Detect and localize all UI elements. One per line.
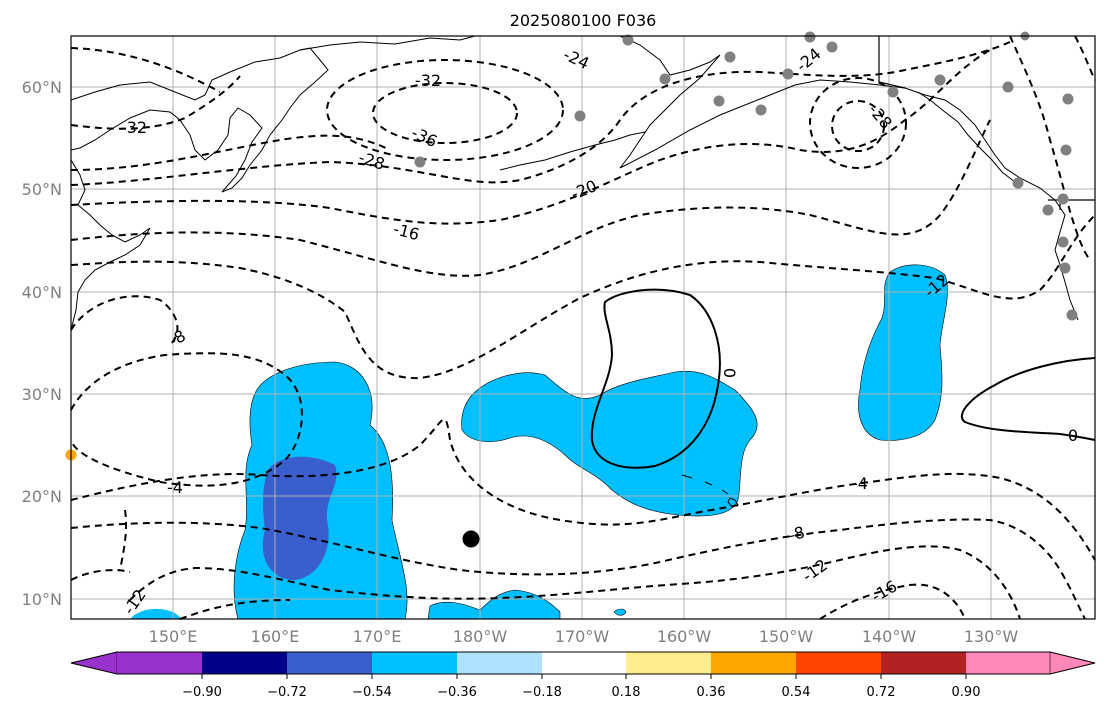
- lon-label: 180°W: [453, 627, 508, 646]
- map-title: 2025080100 F036: [510, 11, 657, 30]
- map-panel: -32 -36 -32 -24 -24 -28 -28 -20 -16 -12 …: [65, 31, 1096, 620]
- lon-label: 160°W: [657, 627, 712, 646]
- colorbar-swatch: [881, 652, 966, 674]
- colorbar: −0.90 −0.72 −0.54 −0.36 −0.18 0.18 0.36 …: [70, 651, 1096, 700]
- anomaly-region-west-core: [262, 456, 337, 580]
- map-frame: [70, 35, 1096, 620]
- zero-contour-east: [960, 357, 1096, 441]
- anomaly-region-central: [461, 370, 758, 517]
- coastline-bc-inner: [917, 91, 1016, 183]
- lon-label: 160°E: [251, 627, 300, 646]
- colorbar-swatch: [202, 652, 287, 674]
- colorbar-tick-label: 0.36: [697, 685, 726, 700]
- coastline-islands-hawaii: [681, 474, 739, 508]
- gridlines: [71, 36, 1095, 619]
- colorbar-outline: [70, 651, 1096, 675]
- colorbar-swatch: [626, 652, 711, 674]
- coastline-aleutians: [499, 131, 646, 171]
- colorbar-swatch: [117, 652, 202, 674]
- colorbar-tick-label: −0.18: [522, 685, 562, 700]
- colorbar-tick-label: −0.36: [437, 685, 477, 700]
- lat-label: 40°N: [22, 283, 62, 302]
- zero-contours: [590, 288, 1096, 469]
- colorbar-swatch: [287, 652, 372, 674]
- colorbar-tick-label: −0.54: [352, 685, 392, 700]
- colorbar-tick-label: −0.72: [267, 685, 307, 700]
- coastline-alaska: [619, 35, 1079, 321]
- black-marker: [462, 530, 480, 548]
- contour-label: -32: [121, 118, 147, 137]
- contour-label: -4: [852, 474, 868, 493]
- colorbar-swatch: [966, 652, 1050, 674]
- station-dots: [414, 31, 1078, 321]
- lat-label: 30°N: [22, 385, 62, 404]
- colorbar-tick-label: 0.72: [867, 685, 896, 700]
- lat-label: 50°N: [22, 180, 62, 199]
- lat-label: 10°N: [22, 590, 62, 609]
- colorbar-tick-label: −0.90: [182, 685, 222, 700]
- lon-label: 170°W: [555, 627, 610, 646]
- contour-label: -32: [415, 71, 441, 90]
- colorbar-swatch: [1049, 651, 1096, 675]
- lat-label: 60°N: [22, 78, 62, 97]
- zero-contour-central: [590, 288, 721, 469]
- contour-label: 0: [720, 368, 739, 378]
- coastline-chukotka: [299, 35, 476, 51]
- colorbar-swatch: [70, 651, 118, 675]
- negative-contours: [70, 35, 1096, 620]
- colorbar-swatch: [796, 652, 881, 674]
- colorbar-swatch: [711, 652, 796, 674]
- coastlines: [70, 35, 1079, 508]
- colorbar-swatch: [372, 652, 457, 674]
- contour-label: -4: [167, 478, 183, 497]
- coastline-kurils-japan: [70, 159, 151, 331]
- longitude-labels: 150°E 160°E 170°E 180°W 170°W 160°W 150°…: [149, 627, 1019, 646]
- anomaly-region-sw-corner: [130, 608, 182, 619]
- lat-label: 20°N: [22, 487, 62, 506]
- contour-label: -8: [786, 522, 806, 544]
- colorbar-swatch: [457, 652, 542, 674]
- lon-label: 150°W: [759, 627, 814, 646]
- lon-label: 150°E: [149, 627, 198, 646]
- latitude-labels: 60°N 50°N 40°N 30°N 20°N 10°N: [22, 78, 62, 609]
- colorbar-tick-label: 0.90: [952, 685, 981, 700]
- anomaly-region-small-patch: [613, 608, 627, 616]
- coastline-kamchatka: [70, 47, 329, 193]
- colorbar-tick-label: 0.18: [612, 685, 641, 700]
- anomaly-region-east: [858, 264, 948, 441]
- colorbar-swatch: [542, 652, 626, 674]
- colorbar-tick-label: 0.54: [782, 685, 811, 700]
- lon-label: 130°W: [964, 627, 1019, 646]
- lon-label: 170°E: [353, 627, 402, 646]
- contour-label: 0: [1068, 426, 1078, 445]
- lon-label: 140°W: [862, 627, 917, 646]
